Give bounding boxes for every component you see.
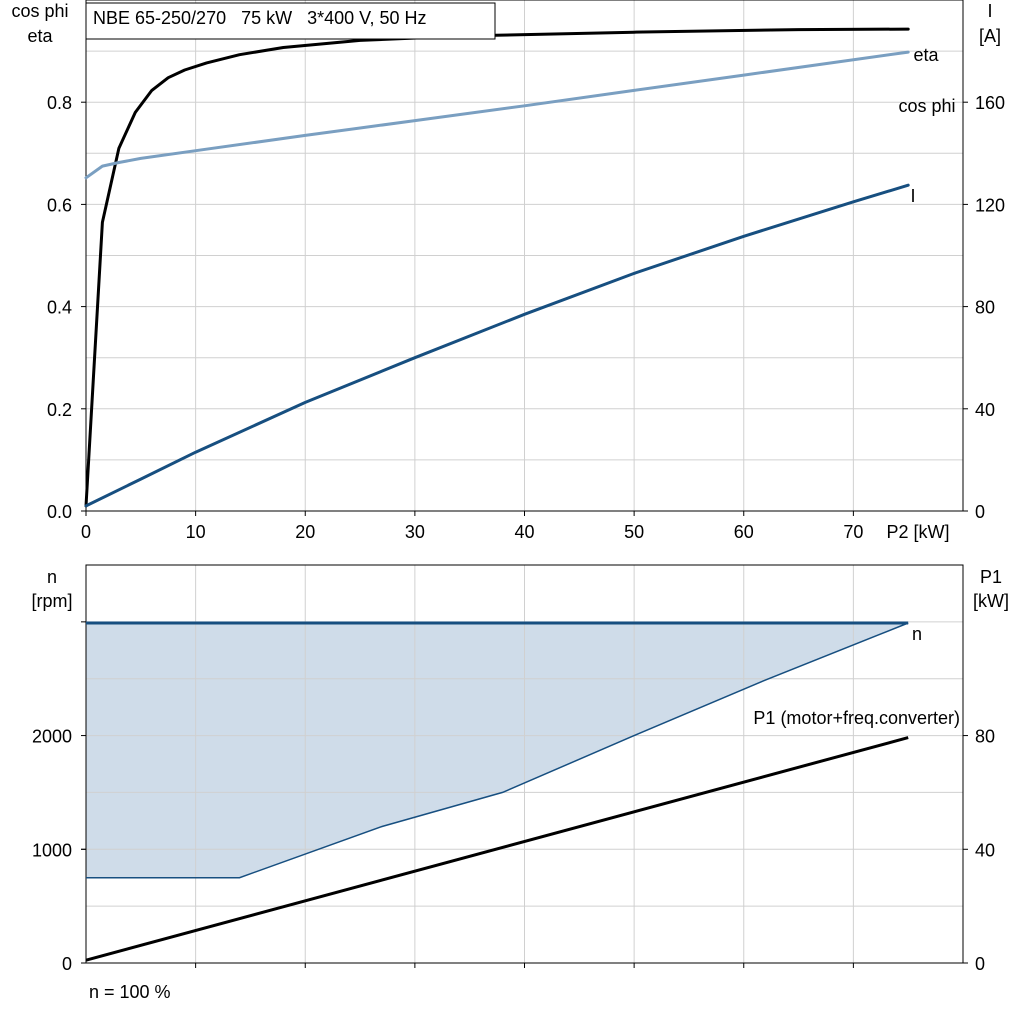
top-right-tick-label: 160 <box>975 93 1005 113</box>
bottom-series-lines <box>85 621 909 962</box>
speed-range-area <box>86 623 909 878</box>
top-x-axis-label: P2 [kW] <box>886 522 949 542</box>
top-x-tick-label: 40 <box>514 522 534 542</box>
series-label-n: n <box>912 624 922 644</box>
top-series-lines <box>84 27 910 508</box>
top-right-axis-label-line2: [A] <box>979 26 1001 46</box>
series-label-i: I <box>910 186 915 206</box>
bottom-right-axis-label-line1: P1 <box>980 567 1002 587</box>
bottom-right-axis-label-line2: [kW] <box>973 591 1009 611</box>
title-box <box>85 2 496 40</box>
top-right-tick-label: 80 <box>975 298 995 318</box>
bottom-left-tick-label: 1000 <box>32 840 72 860</box>
bottom-left-tick-label: 0 <box>62 954 72 974</box>
series-label-p1: P1 (motor+freq.converter) <box>753 708 960 728</box>
top-x-tick-label: 30 <box>405 522 425 542</box>
bottom-right-tick-label: 40 <box>975 840 995 860</box>
top-left-tick-label: 0.2 <box>47 400 72 420</box>
top-x-tick-label: 50 <box>624 522 644 542</box>
bottom-right-tick-label: 80 <box>975 727 995 747</box>
speed-min-line <box>86 622 909 879</box>
series-line-i <box>84 183 910 508</box>
top-left-tick-label: 0.8 <box>47 93 72 113</box>
bottom-left-axis-label-line2: [rpm] <box>31 591 72 611</box>
bottom-chart-panel: 0 1000 2000 0 40 80 n P1 (motor+freq.converter… <box>31 564 1009 1002</box>
top-left-axis-label-line2: eta <box>27 26 53 46</box>
bottom-series-labels: n P1 (motor+freq.converter) <box>753 624 960 728</box>
top-x-tick-label: 10 <box>186 522 206 542</box>
series-line-eta <box>84 27 910 508</box>
series-line-p1 <box>85 736 909 962</box>
bottom-left-axis-label-line1: n <box>47 567 57 587</box>
top-left-tick-label: 0.6 <box>47 195 72 215</box>
series-label-eta: eta <box>913 45 939 65</box>
top-right-tick-label: 120 <box>975 195 1005 215</box>
top-gridlines <box>86 0 963 511</box>
top-tick-labels: 0 10 20 30 40 50 60 70 0.0 0.2 0.4 0.6 0.8 0 40 80 120 16… <box>47 93 1005 542</box>
top-right-tick-label: 0 <box>975 502 985 522</box>
bottom-right-tick-label: 0 <box>975 954 985 974</box>
top-right-axis-label-line1: I <box>987 1 992 21</box>
top-x-tick-label: 0 <box>81 522 91 542</box>
top-left-axis-label-line1: cos phi <box>11 1 68 21</box>
top-right-tick-label: 40 <box>975 400 995 420</box>
top-chart-panel: 0 10 20 30 40 50 60 70 0.0 0.2 0.4 0.6 0.8 0 40 80 120 16… <box>11 0 1005 542</box>
bottom-speed-area <box>86 623 909 878</box>
bottom-left-tick-label: 2000 <box>32 727 72 747</box>
top-x-tick-label: 60 <box>734 522 754 542</box>
speed-footer-note: n = 100 % <box>89 982 171 1002</box>
series-label-cos-phi: cos phi <box>898 96 955 116</box>
top-series-labels: eta cos phi I <box>898 45 955 206</box>
series-line-cos-phi <box>84 50 910 180</box>
top-left-tick-label: 0.0 <box>47 502 72 522</box>
bottom-gridlines <box>86 565 963 963</box>
chart-title: NBE 65-250/270 75 kW 3*400 V, 50 Hz <box>93 8 427 28</box>
bottom-tick-labels: 0 1000 2000 0 40 80 <box>32 621 995 974</box>
top-x-tick-label: 20 <box>295 522 315 542</box>
top-left-tick-label: 0.4 <box>47 298 72 318</box>
top-x-tick-label: 70 <box>843 522 863 542</box>
